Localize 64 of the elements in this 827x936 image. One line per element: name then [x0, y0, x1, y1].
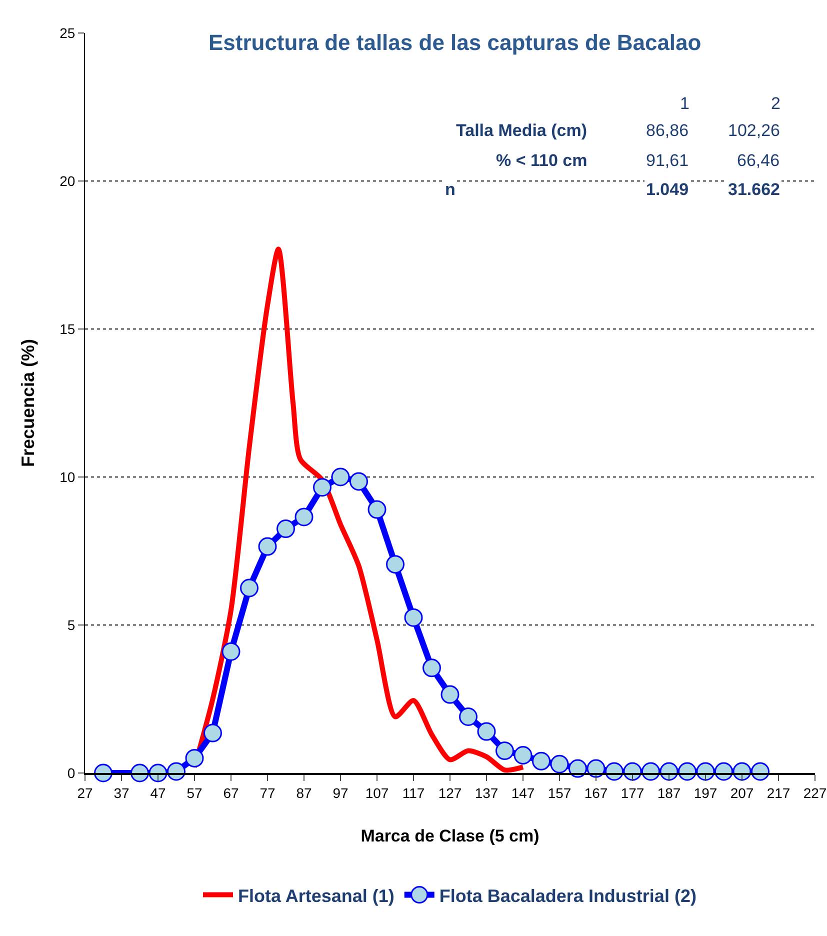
x-tick-label: 227 — [803, 784, 827, 801]
point — [258, 537, 277, 556]
point — [240, 578, 258, 598]
annotation: 66,46 — [737, 151, 780, 170]
point — [550, 754, 569, 774]
point — [331, 468, 350, 486]
annotation: 2 — [771, 94, 780, 113]
annotation: Talla Media (cm) — [456, 121, 587, 140]
point — [368, 500, 386, 519]
y-tick-label: 15 — [60, 320, 76, 337]
point — [313, 478, 332, 497]
x-tick-label: 47 — [150, 784, 166, 801]
x-tick-label: 57 — [186, 784, 202, 801]
y-tick-label: 10 — [60, 468, 76, 485]
annotation: 91,61 — [646, 151, 689, 170]
x-tick-label: 127 — [438, 784, 462, 801]
annotation: 1.049 — [646, 180, 689, 199]
annotation: n — [445, 180, 456, 199]
point — [404, 608, 423, 627]
point — [514, 746, 532, 764]
annotation: % < 110 cm — [496, 151, 588, 170]
x-tick-label: 157 — [548, 784, 572, 801]
x-tick-label: 107 — [365, 784, 389, 801]
chart-title: Estructura de tallas de las capturas de Bacalao — [208, 30, 702, 55]
point — [386, 555, 404, 574]
x-axis-title: Marca de Clase (5 cm) — [360, 826, 540, 846]
x-tick-label: 147 — [511, 784, 535, 801]
x-tick-label: 37 — [114, 784, 130, 801]
annotation: 102,26 — [728, 121, 780, 140]
x-tick-label: 67 — [223, 784, 239, 801]
x-tick-label: 137 — [474, 784, 498, 801]
point — [477, 722, 496, 741]
annotation: 1 — [680, 94, 690, 113]
point — [496, 742, 514, 760]
x-tick-label: 87 — [296, 784, 312, 801]
x-tick-label: 97 — [332, 784, 348, 801]
point — [440, 685, 460, 704]
annotation: 31.662 — [728, 180, 780, 199]
x-tick-label: 117 — [402, 784, 425, 801]
x-tick-label: 77 — [260, 784, 276, 801]
point — [459, 708, 478, 726]
y-tick-label: 0 — [67, 764, 76, 781]
legend-label: Flota Artesanal (1) — [238, 886, 394, 906]
y-tick-label: 25 — [60, 24, 76, 41]
point — [422, 658, 441, 678]
point — [350, 472, 368, 491]
point — [532, 752, 550, 770]
x-tick-label: 197 — [694, 784, 718, 801]
point — [222, 642, 240, 661]
x-tick-label: 217 — [766, 784, 790, 801]
point — [204, 724, 222, 742]
x-tick-label: 167 — [584, 784, 608, 801]
y-tick-label: 20 — [60, 172, 76, 189]
x-tick-label: 177 — [620, 784, 644, 801]
x-tick-label: 207 — [730, 784, 754, 801]
point — [276, 520, 295, 538]
annotation: 86,86 — [646, 121, 689, 140]
x-tick-label: 27 — [77, 784, 93, 801]
y-axis-title: Frecuencia (%) — [18, 338, 38, 468]
point — [294, 508, 314, 526]
point — [185, 748, 204, 768]
y-tick-label: 5 — [67, 616, 76, 633]
x-tick-label: 187 — [657, 784, 681, 801]
legend-label: Flota Bacaladera Industrial (2) — [439, 886, 696, 906]
